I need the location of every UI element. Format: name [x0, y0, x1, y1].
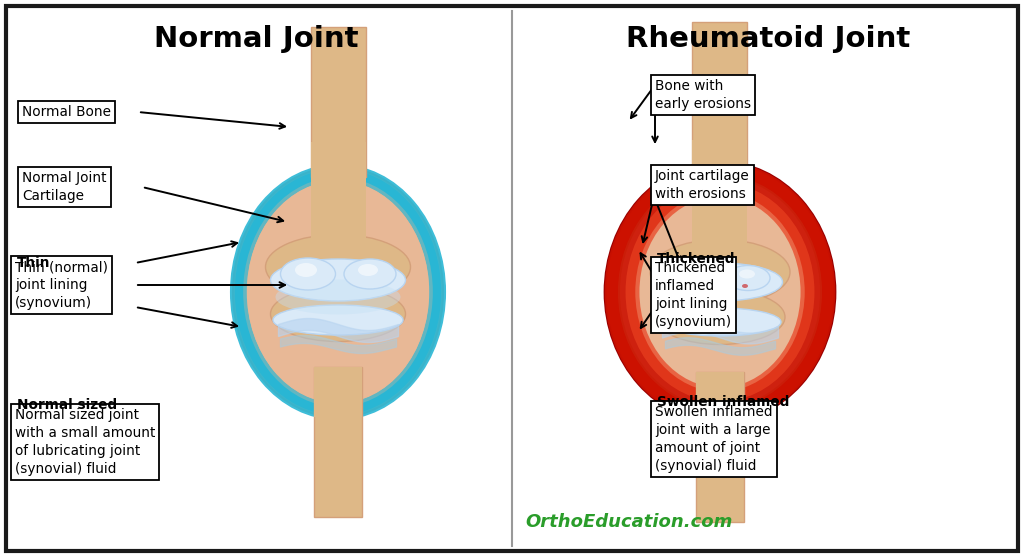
Text: Joint cartilage
with erosions: Joint cartilage with erosions: [655, 169, 750, 201]
Ellipse shape: [819, 291, 833, 299]
Bar: [314, 367, 362, 417]
Ellipse shape: [655, 290, 785, 344]
Ellipse shape: [657, 263, 782, 301]
Text: Thickened
inflamed
joint lining
(synovium): Thickened inflamed joint lining (synoviu…: [655, 261, 732, 329]
Text: Thin: Thin: [17, 256, 50, 270]
Text: Normal Joint: Normal Joint: [154, 25, 358, 53]
Ellipse shape: [233, 167, 443, 417]
Ellipse shape: [712, 286, 718, 290]
Text: OrthoEducation.com: OrthoEducation.com: [525, 513, 732, 531]
Ellipse shape: [801, 234, 813, 246]
Ellipse shape: [295, 263, 317, 277]
Ellipse shape: [665, 191, 674, 201]
Bar: [696, 372, 744, 522]
Ellipse shape: [681, 268, 699, 278]
Bar: [696, 372, 744, 422]
Ellipse shape: [722, 172, 730, 183]
Ellipse shape: [614, 289, 630, 300]
Text: Normal Joint
Cartilage: Normal Joint Cartilage: [22, 171, 106, 203]
Text: Swollen inflamed: Swollen inflamed: [657, 395, 790, 409]
Ellipse shape: [627, 237, 638, 245]
Bar: [310, 27, 366, 177]
Ellipse shape: [618, 176, 821, 408]
Ellipse shape: [720, 400, 727, 413]
Text: Normal sized joint
with a small amount
of lubricating joint
(synovial) fluid: Normal sized joint with a small amount o…: [15, 408, 156, 476]
Ellipse shape: [631, 348, 643, 358]
Bar: [310, 142, 366, 267]
Ellipse shape: [727, 275, 733, 279]
Ellipse shape: [739, 270, 755, 278]
Ellipse shape: [270, 286, 406, 341]
Ellipse shape: [270, 259, 406, 301]
Ellipse shape: [605, 162, 835, 422]
Ellipse shape: [659, 308, 781, 336]
Ellipse shape: [726, 266, 770, 291]
Ellipse shape: [650, 240, 790, 305]
Ellipse shape: [358, 264, 378, 276]
Ellipse shape: [247, 181, 429, 403]
Text: Thickened: Thickened: [657, 252, 735, 266]
Ellipse shape: [265, 234, 411, 300]
Text: Swollen inflamed
joint with a large
amount of joint
(synovial) fluid: Swollen inflamed joint with a large amou…: [655, 405, 772, 473]
Ellipse shape: [344, 259, 396, 289]
Ellipse shape: [275, 280, 400, 315]
Text: Normal sized: Normal sized: [17, 398, 117, 412]
Text: Normal Bone: Normal Bone: [22, 105, 111, 119]
Bar: [314, 367, 362, 517]
Text: Thin (normal)
joint lining
(synovium): Thin (normal) joint lining (synovium): [15, 260, 108, 310]
Ellipse shape: [641, 198, 799, 386]
Bar: [692, 22, 748, 172]
Ellipse shape: [682, 280, 688, 284]
Ellipse shape: [281, 258, 336, 290]
Ellipse shape: [804, 335, 812, 343]
Ellipse shape: [742, 284, 748, 288]
Bar: [692, 140, 748, 270]
Ellipse shape: [273, 305, 403, 335]
Ellipse shape: [668, 264, 716, 290]
Ellipse shape: [699, 282, 705, 286]
Text: Rheumatoid Joint: Rheumatoid Joint: [626, 25, 910, 53]
Ellipse shape: [774, 382, 786, 395]
Ellipse shape: [777, 192, 785, 201]
Text: Bone with
early erosions: Bone with early erosions: [655, 79, 752, 111]
Ellipse shape: [657, 376, 669, 389]
